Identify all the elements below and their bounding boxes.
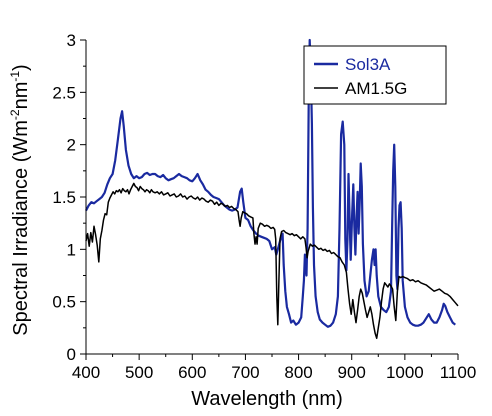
legend-label-am15g: AM1.5G [345, 79, 407, 98]
legend: Sol3A AM1.5G [303, 45, 447, 105]
y-tick-label-1: 1 [67, 240, 76, 259]
y-axis-title: Spectral Irradiance (Wm-2nm-1) [8, 64, 32, 335]
y-tick-label-1.5: 1.5 [52, 188, 76, 207]
x-axis-title: Wavelength (nm) [191, 388, 343, 410]
x-tick-label-500: 500 [125, 363, 153, 382]
series-line-am15g [85, 182, 459, 340]
y-tick-label-2: 2 [67, 136, 76, 155]
x-tick-label-1100: 1100 [440, 363, 477, 382]
x-tick-label-700: 700 [231, 363, 259, 382]
y-tick-label-0.5: 0.5 [52, 293, 76, 312]
x-tick-label-1000: 1000 [386, 363, 424, 382]
y-axis: 0 0.5 1 1.5 2 2.5 3 [52, 31, 87, 364]
plot-area [85, 38, 459, 340]
x-tick-label-600: 600 [178, 363, 206, 382]
x-tick-label-400: 400 [72, 363, 100, 382]
series-line-sol3a [85, 38, 456, 328]
y-tick-label-3: 3 [67, 31, 76, 50]
x-tick-label-900: 900 [338, 363, 366, 382]
y-tick-label-0: 0 [67, 345, 76, 364]
x-axis: 400 500 600 700 800 900 1000 1100 [72, 353, 477, 382]
legend-box [303, 45, 447, 105]
legend-label-sol3a: Sol3A [345, 55, 391, 74]
x-tick-label-800: 800 [284, 363, 312, 382]
y-tick-label-2.5: 2.5 [52, 83, 76, 102]
